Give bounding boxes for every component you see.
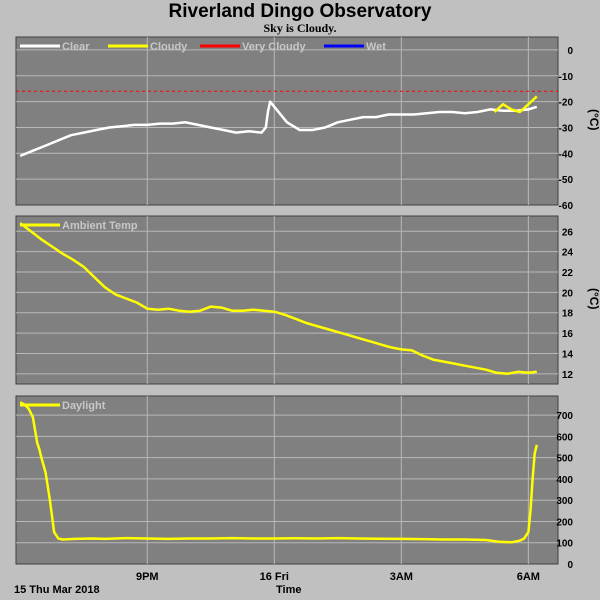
y-tick-label: 400 — [556, 475, 573, 486]
chart-title: Riverland Dingo Observatory — [168, 1, 432, 22]
y-tick-label: 300 — [556, 496, 573, 507]
y-tick-label: 100 — [556, 539, 573, 550]
y-axis-label: (°C) — [587, 109, 600, 130]
y-tick-label: 20 — [562, 288, 574, 299]
y-tick-label: -30 — [559, 123, 574, 134]
y-tick-label: -20 — [559, 98, 574, 109]
legend-label: Wet — [366, 41, 386, 53]
daylight-panel: 700 600 500 400 300 200 100 0 Daylight — [15, 395, 573, 571]
plot-area — [15, 395, 559, 565]
y-tick-label: 500 — [556, 454, 573, 465]
legend-label: Daylight — [62, 400, 106, 412]
x-tick-label: 16 Fri — [260, 571, 289, 583]
legend-label: Clear — [62, 41, 90, 53]
legend-label: Very Cloudy — [242, 41, 306, 53]
legend-label: Cloudy — [150, 41, 188, 53]
x-axis-title: Time — [276, 584, 302, 596]
plot-area — [15, 215, 559, 385]
y-tick-label: 16 — [562, 329, 574, 340]
y-tick-label: 12 — [562, 370, 574, 381]
x-axis: 9PM 16 Fri 3AM 6AM — [136, 571, 540, 583]
y-tick-label: -50 — [559, 175, 574, 186]
date-label: 15 Thu Mar 2018 — [14, 584, 100, 596]
y-tick-label: 200 — [556, 517, 573, 528]
y-tick-label: -40 — [559, 149, 574, 160]
x-tick-label: 3AM — [390, 571, 413, 583]
sky-temperature-panel: 0 -10 -20 -30 -40 -50 -60 (°C) Clear Cloudy Very C… — [15, 36, 600, 212]
y-tick-label: 600 — [556, 432, 573, 443]
y-tick-label: 22 — [562, 268, 574, 279]
ambient-temperature-panel: 26 24 22 20 18 16 14 12 (°C) Ambient Temp — [15, 215, 600, 385]
series-line-daylight — [19, 401, 539, 544]
y-axis-label: (°C) — [587, 288, 600, 309]
y-tick-label: 0 — [567, 560, 573, 571]
y-tick-label: 26 — [562, 227, 574, 238]
y-tick-label: -10 — [559, 72, 574, 83]
x-tick-label: 9PM — [136, 571, 159, 583]
chart-subtitle: Sky is Cloudy. — [263, 21, 337, 35]
y-tick-label: 700 — [556, 411, 573, 422]
y-tick-label: 24 — [562, 248, 574, 259]
legend-label: Ambient Temp — [62, 220, 138, 232]
y-tick-label: 18 — [562, 309, 574, 320]
x-tick-label: 6AM — [517, 571, 540, 583]
y-tick-label: -60 — [559, 201, 574, 212]
series-line-clear — [19, 100, 538, 158]
y-tick-label: 0 — [567, 46, 573, 57]
y-tick-label: 14 — [562, 349, 574, 360]
series-line-ambient-temp — [19, 222, 537, 376]
series-line-cloudy — [493, 95, 538, 114]
